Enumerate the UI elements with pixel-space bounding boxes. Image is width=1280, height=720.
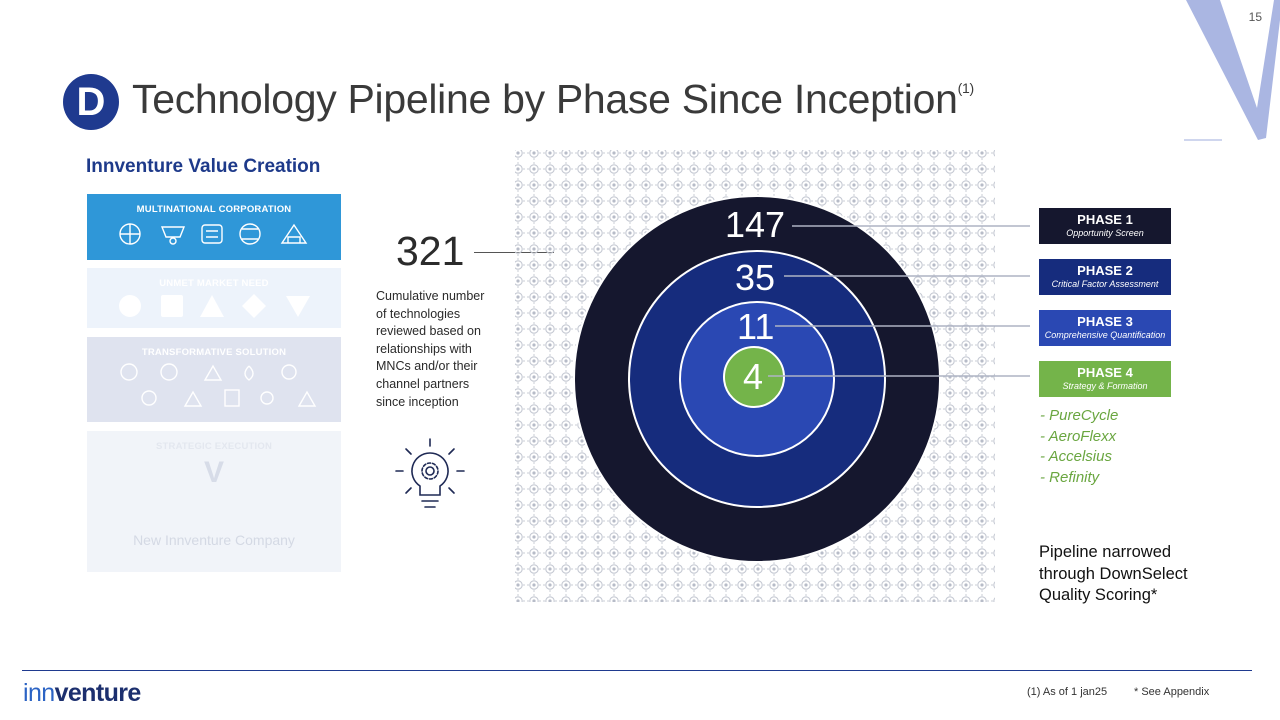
value-creation-heading: Innventure Value Creation [86,156,321,177]
solution-icons [120,363,317,407]
pipeline-narrowed-note: Pipeline narrowed through DownSelect Qua… [1039,543,1188,604]
ring-value-phase-4: 4 [743,356,764,397]
panel-label: Unmet Market Need [159,278,269,289]
phase-4-companies: - PureCycle - AeroFlexx - Accelsius - Re… [1040,406,1118,488]
new-company-label: New Innventure Company [133,532,295,548]
phase-subtitle: Critical Factor Assessment [1051,279,1159,289]
page-title: Technology Pipeline by Phase Since Incep… [132,76,974,123]
page-number: 15 [1248,10,1262,24]
footer-divider [22,670,1252,671]
panel-label: Strategic Execution [155,441,273,452]
logo-part-left: inn [23,679,55,707]
company-item: - Accelsius [1040,448,1112,465]
shape-icons [119,294,310,318]
panel-label: Multinational Corporation [136,204,292,215]
ring-value-phase-3: 11 [737,306,775,347]
panel-transformative-solution: Transformative Solution [87,337,341,422]
phase-subtitle: Strategy & Formation [1062,381,1148,391]
phase-4-label: PHASE 4 Strategy & Formation [1039,361,1171,397]
phase-subtitle: Comprehensive Quantification [1044,330,1166,340]
ring-value-phase-2: 35 [735,257,776,298]
footnote-see-appendix: * See Appendix [1134,686,1210,698]
footnote-as-of: (1) As of 1 jan25 [1027,686,1108,698]
panel-label: Transformative Solution [141,347,287,358]
cumulative-connector-line [474,252,554,253]
strategic-v-mark: V [203,456,224,489]
phase-subtitle: Opportunity Screen [1066,228,1144,238]
ring-phase-4 [723,346,785,408]
corporation-icons [119,223,308,245]
company-item: - AeroFlexx [1040,427,1117,445]
innventure-logo: innventure [23,679,141,708]
phase-2-label: PHASE 2 Critical Factor Assessment [1039,259,1171,295]
cumulative-value: 321 [396,228,465,274]
panel-multinational-corporation: Multinational Corporation [87,194,341,260]
phase-1-label: PHASE 1 Opportunity Screen [1039,208,1171,244]
company-item: - PureCycle [1040,407,1119,424]
phase-title: PHASE 1 [1077,212,1133,227]
panel-strategic-execution: Strategic Execution V New Innventure Com… [87,431,341,572]
section-badge: D [63,74,119,130]
lightbulb-gear-icon [395,438,465,508]
pipeline-target-diagram [515,150,995,602]
logo-part-right: venture [54,679,142,707]
title-footnote-ref: (1) [957,80,975,96]
cumulative-description: Cumulative number of technologies review… [376,289,485,409]
phase-3-label: PHASE 3 Comprehensive Quantification [1039,310,1171,346]
company-item: - Refinity [1040,468,1100,486]
panel-unmet-market-need: Unmet Market Need [87,268,341,328]
phase-title: PHASE 3 [1077,314,1133,329]
phase-title: PHASE 2 [1077,263,1133,278]
ring-value-phase-1: 147 [725,204,786,245]
phase-title: PHASE 4 [1077,365,1133,380]
page-title-text: Technology Pipeline by Phase Since Incep… [132,76,958,122]
corner-v-logo [1184,0,1280,141]
